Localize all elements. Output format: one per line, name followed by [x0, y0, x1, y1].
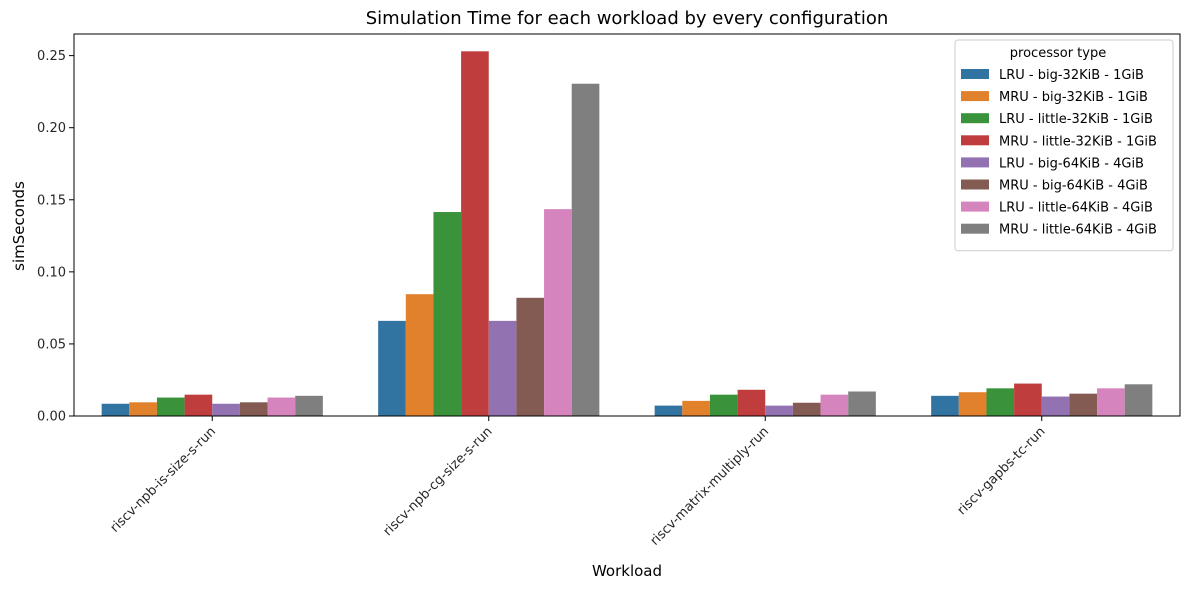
bar	[212, 403, 240, 416]
bar	[682, 400, 710, 416]
legend-swatch	[961, 201, 989, 212]
x-tick-label: riscv-gapbs-tc-run	[955, 424, 1049, 518]
bar	[156, 397, 185, 416]
bar	[184, 394, 213, 416]
legend-frame	[954, 39, 1174, 252]
bar	[488, 320, 517, 416]
legend-label: MRU - big-32KiB - 1GiB	[999, 90, 1148, 105]
bar	[101, 403, 130, 416]
legend-swatch	[961, 157, 989, 168]
bar	[1014, 383, 1042, 416]
bar	[765, 405, 793, 416]
bar	[1097, 388, 1125, 416]
y-tick-label: 0.10	[37, 265, 66, 280]
bar	[737, 389, 766, 416]
legend-label: LRU - big-32KiB - 1GiB	[999, 68, 1144, 83]
legend-swatch	[961, 91, 989, 102]
bar	[267, 397, 296, 416]
x-tick-label: riscv-matrix-multiply-run	[648, 424, 772, 548]
plot-frame	[73, 33, 1181, 417]
legend-label: MRU - little-32KiB - 1GiB	[999, 134, 1157, 149]
bar	[986, 388, 1015, 416]
legend-title: processor type	[1010, 46, 1106, 61]
x-axis: riscv-npb-is-size-s-run riscv-npb-cg-size…	[108, 416, 1049, 549]
bar	[654, 405, 683, 416]
x-axis-title: Workload	[592, 562, 662, 580]
y-tick-label: 0.05	[37, 337, 66, 352]
legend-swatch	[961, 135, 989, 146]
legend-swatch	[961, 223, 989, 234]
bar	[433, 212, 462, 416]
y-axis-title: simSeconds	[10, 181, 28, 271]
bar	[129, 402, 157, 416]
bar	[571, 83, 600, 416]
legend-label: LRU - little-64KiB - 4GiB	[999, 201, 1153, 216]
legend-label: LRU - little-32KiB - 1GiB	[999, 112, 1153, 127]
bar	[405, 294, 434, 416]
bar	[239, 402, 268, 416]
bar	[295, 395, 323, 416]
y-tick-label: 0.00	[37, 410, 66, 425]
x-tick-label: riscv-npb-cg-size-s-run	[381, 424, 496, 539]
bar	[516, 297, 545, 416]
y-tick-label: 0.15	[37, 193, 66, 208]
bar	[709, 394, 738, 416]
legend-label: MRU - big-64KiB - 4GiB	[999, 179, 1148, 194]
bar	[1124, 384, 1153, 416]
y-axis: 0.00 0.05 0.10 0.15 0.20 0.25	[37, 49, 74, 425]
legend-swatch	[961, 179, 989, 190]
bar	[1041, 396, 1070, 416]
legend-label: LRU - big-64KiB - 4GiB	[999, 156, 1144, 171]
legend-swatch	[961, 113, 989, 124]
y-tick-label: 0.25	[37, 49, 66, 64]
legend: processor type LRU - big-32KiB - 1GiB MRU …	[954, 39, 1174, 252]
bar	[378, 320, 406, 416]
bar	[792, 402, 821, 416]
bar	[820, 394, 849, 416]
bar	[461, 51, 489, 416]
bar	[544, 209, 572, 416]
legend-label: MRU - little-64KiB - 4GiB	[999, 223, 1157, 238]
bar	[958, 392, 987, 416]
bar	[931, 395, 959, 416]
y-tick-label: 0.20	[37, 121, 66, 136]
bar	[848, 391, 876, 416]
chart-title: Simulation Time for each workload by eve…	[366, 8, 889, 29]
legend-swatch	[961, 69, 989, 79]
bar	[1069, 393, 1098, 416]
x-tick-label: riscv-npb-is-size-s-run	[108, 424, 219, 535]
bars-group	[101, 51, 1153, 416]
